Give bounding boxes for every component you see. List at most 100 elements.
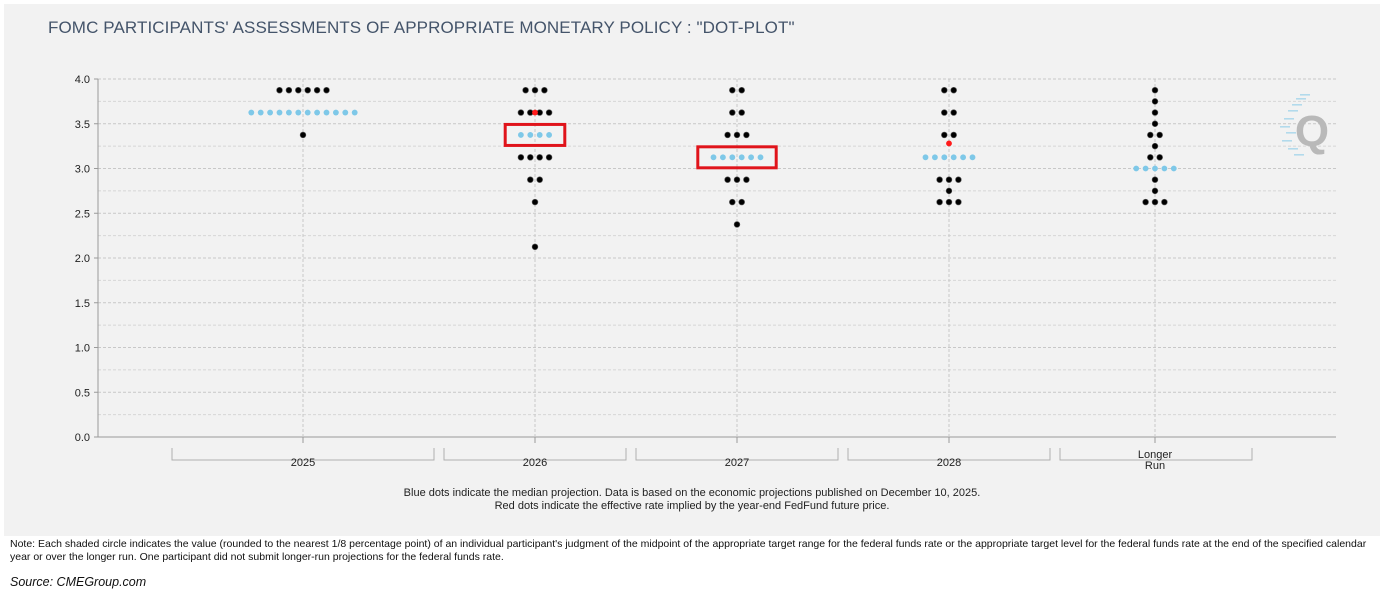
participant-dot [955, 176, 962, 183]
y-tick-label: 2.5 [75, 208, 90, 220]
median-dot [757, 154, 764, 161]
participant-dot [729, 86, 736, 94]
x-category-label: 2027 [725, 457, 749, 469]
participant-dot [522, 86, 529, 94]
participant-dot [1147, 154, 1154, 161]
median-dot [295, 109, 302, 116]
participant-dot [1151, 176, 1159, 183]
participant-dot [1151, 98, 1159, 105]
median-dot [738, 154, 745, 161]
median-dot [286, 109, 292, 116]
participant-dot [285, 86, 293, 94]
median-dot [1161, 165, 1168, 172]
participant-dot [724, 176, 731, 183]
future-implied-dot [946, 140, 952, 147]
caption-median-note: Blue dots indicate the median projection… [403, 487, 981, 499]
median-dot [518, 132, 524, 138]
participant-dot [955, 198, 962, 206]
participant-dot [545, 154, 553, 161]
source-line: Source: CMEGroup.com [10, 575, 147, 589]
y-tick-label: 4.0 [75, 74, 90, 86]
participant-dot [531, 243, 539, 251]
participant-dot [941, 109, 948, 116]
participant-dot [1151, 120, 1159, 127]
median-dot [333, 109, 339, 116]
participant-dot [536, 176, 543, 183]
participant-dot [1147, 131, 1154, 139]
median-dot [1170, 165, 1177, 172]
participant-dot [313, 86, 321, 94]
y-tick-label: 0.0 [75, 432, 90, 444]
participant-dot [1161, 198, 1168, 206]
median-dot [1133, 165, 1140, 172]
x-category-label: 2026 [523, 457, 547, 469]
participant-dot [941, 131, 948, 139]
median-dot [922, 154, 929, 161]
y-tick-label: 0.5 [75, 387, 90, 399]
participant-dot [733, 131, 741, 139]
participant-dot [536, 154, 543, 161]
participant-dot [733, 176, 741, 183]
x-category-label: Longer Run [1138, 449, 1173, 472]
x-category-label: 2025 [291, 457, 315, 469]
category-bracket [171, 448, 435, 461]
highlight-box [696, 145, 778, 170]
category-bracket [1059, 448, 1253, 461]
median-dot [1152, 165, 1158, 172]
median-dot [710, 154, 717, 161]
y-tick-label: 3.5 [75, 119, 90, 131]
participant-dot [531, 198, 539, 206]
participant-dot [950, 131, 957, 139]
participant-dot [945, 198, 953, 206]
median-dot [941, 154, 948, 161]
y-tick-label: 2.0 [75, 253, 90, 265]
median-dot [351, 109, 358, 116]
participant-dot [276, 86, 283, 94]
median-dot [748, 154, 754, 161]
median-dot [536, 132, 543, 138]
participant-dot [950, 109, 957, 116]
footnote: Note: Each shaded circle indicates the v… [10, 538, 1367, 563]
participant-dot [517, 154, 525, 161]
watermark-logo [1280, 94, 1310, 156]
median-dot [950, 154, 957, 161]
participant-dot [299, 131, 307, 139]
participant-dot [531, 86, 539, 94]
category-bracket [635, 448, 839, 461]
participant-dot [295, 86, 302, 94]
participant-dot [545, 109, 553, 116]
participant-dot [517, 109, 525, 116]
median-dot [342, 109, 349, 116]
participant-dot [1151, 86, 1159, 94]
median-dot [248, 109, 255, 116]
median-dot [323, 109, 330, 116]
median-dot [1142, 165, 1149, 172]
participant-dot [733, 221, 741, 228]
participant-dot [1151, 187, 1159, 195]
median-dot [257, 109, 264, 116]
participant-dot [743, 131, 750, 139]
participant-dot [304, 86, 311, 94]
category-bracket [443, 448, 627, 461]
median-dot [969, 154, 976, 161]
participant-dot [527, 154, 534, 161]
y-tick-label: 1.0 [75, 343, 90, 355]
participant-dot [1156, 154, 1163, 161]
participant-dot [323, 86, 330, 94]
median-dot [720, 154, 726, 161]
participant-dot [945, 176, 953, 183]
median-dot [267, 109, 273, 116]
highlight-box [503, 122, 567, 147]
median-dot [546, 132, 552, 138]
watermark-letter: Q [1295, 107, 1329, 156]
participant-dot [729, 109, 736, 116]
participant-dot [1156, 131, 1163, 139]
y-tick-label: 3.0 [75, 164, 90, 176]
participant-dot [738, 198, 745, 206]
participant-dot [729, 198, 736, 206]
category-bracket [847, 448, 1051, 461]
caption-red-dots-note: Red dots indicate the effective rate imp… [494, 500, 890, 512]
participant-dot [950, 86, 957, 94]
participant-dot [941, 86, 948, 94]
chart-panel [4, 4, 1380, 536]
